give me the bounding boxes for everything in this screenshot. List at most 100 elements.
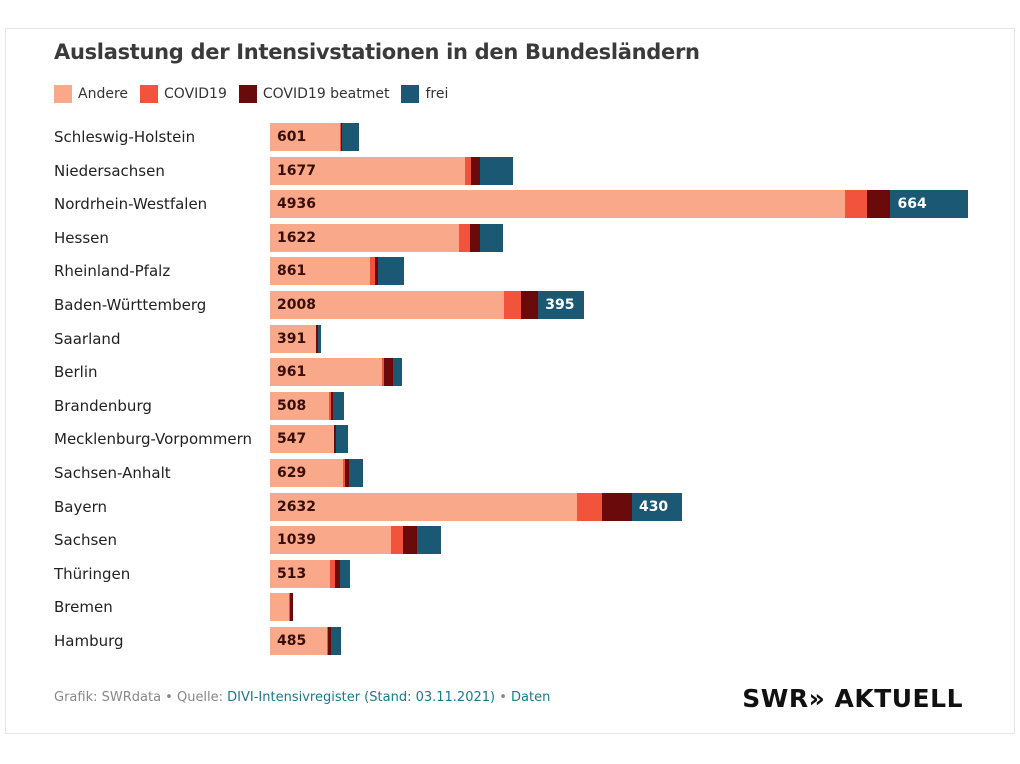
category-label: Brandenburg xyxy=(54,396,152,415)
bar-segment-covid19 xyxy=(381,358,385,387)
bar-segment-covid19-beatmet xyxy=(470,223,481,252)
data-label: 1677 xyxy=(277,162,316,179)
category-label: Nordrhein-Westfalen xyxy=(54,195,208,214)
bar-segment-covid19-beatmet xyxy=(384,358,394,387)
data-label: 1039 xyxy=(277,532,316,549)
legend-item: COVID19 beatmet xyxy=(238,85,390,103)
data-label: 1622 xyxy=(277,229,316,246)
bar-segment-andere xyxy=(270,627,327,655)
bar-segment-covid19 xyxy=(465,156,471,185)
bar-segment-covid19-beatmet xyxy=(520,291,539,319)
data-label: 861 xyxy=(277,263,307,280)
bar-segment-frei xyxy=(417,526,442,555)
legend-item: frei xyxy=(401,85,448,103)
data-label: 2008 xyxy=(277,297,316,313)
bar-segment-andere xyxy=(270,492,577,521)
bar-segment-andere xyxy=(270,156,466,185)
bar-segment-covid19 xyxy=(326,627,329,655)
bar-segment-andere xyxy=(270,123,341,151)
category-label: Niedersachsen xyxy=(54,161,165,180)
category-label: Berlin xyxy=(54,363,98,382)
bar-segment-frei xyxy=(890,190,968,219)
data-label: 513 xyxy=(277,565,307,582)
data-label: 391 xyxy=(277,330,307,347)
source-link[interactable]: DIVI-Intensivregister (Stand: 03.11.2021… xyxy=(227,690,496,705)
bar-segment-andere xyxy=(270,593,290,622)
bar-segment-covid19-beatmet xyxy=(289,593,293,622)
chart-title: Auslastung der Intensivstationen in den … xyxy=(54,40,700,64)
bar-segment-frei xyxy=(631,492,683,521)
chart-frame xyxy=(5,28,1015,734)
category-label: Baden-Württemberg xyxy=(54,296,207,314)
bar-segment-frei xyxy=(348,459,364,487)
bar-segment-andere xyxy=(270,190,846,219)
bar-segment-andere xyxy=(270,223,459,252)
swr-aktuell-logo: SWR» AKTUELL xyxy=(742,684,963,713)
bar-segment-covid19 xyxy=(503,291,521,319)
bar-segment-covid19 xyxy=(576,492,602,521)
bar-segment-andere xyxy=(270,526,392,555)
bar-segment-frei xyxy=(393,358,403,387)
bar-segment-covid19-beatmet xyxy=(340,123,343,151)
bar-segment-frei xyxy=(480,223,504,252)
bar-segment-frei xyxy=(333,391,345,420)
data-label: 664 xyxy=(897,196,927,213)
bar-segment-covid19 xyxy=(343,459,345,487)
data-label: 629 xyxy=(277,465,307,481)
bar-segment-covid19 xyxy=(370,257,375,286)
data-label: 485 xyxy=(277,633,307,649)
bar-segment-frei xyxy=(336,425,349,454)
legend-label: frei xyxy=(425,86,449,102)
category-label: Sachsen-Anhalt xyxy=(54,464,171,482)
bar-segment-andere xyxy=(270,459,344,487)
legend-label: Andere xyxy=(78,86,129,102)
bar-segment-covid19 xyxy=(458,223,471,252)
bar-segment-frei xyxy=(330,627,341,655)
footer: Grafik: SWRdata • Quelle: DIVI-Intensivr… xyxy=(54,690,550,705)
category-label: Hessen xyxy=(54,228,109,247)
category-label: Sachsen xyxy=(54,531,118,550)
bar-segment-covid19 xyxy=(340,123,341,151)
bar-segment-covid19 xyxy=(329,391,331,420)
data-label: 601 xyxy=(277,129,307,145)
bar-segment-frei xyxy=(538,291,585,319)
legend-item: Andere xyxy=(54,85,128,103)
legend-swatch xyxy=(54,85,72,103)
bar-segment-frei xyxy=(340,559,351,588)
data-link[interactable]: Daten xyxy=(511,690,551,705)
bar-segment-andere xyxy=(270,358,382,387)
bar-segment-covid19-beatmet xyxy=(330,391,334,420)
category-label: Hamburg xyxy=(54,632,124,650)
bar-segment-covid19 xyxy=(329,559,335,588)
data-label: 4936 xyxy=(277,196,316,213)
bar-segment-andere xyxy=(270,291,504,319)
bar-segment-covid19-beatmet xyxy=(601,492,632,521)
bar-segment-frei xyxy=(479,156,514,185)
category-label: Saarland xyxy=(54,329,121,348)
bar-segment-andere xyxy=(270,257,371,286)
category-label: Mecklenburg-Vorpommern xyxy=(54,430,252,449)
category-label: Bremen xyxy=(54,598,113,617)
legend-swatch xyxy=(401,85,420,103)
bar-segment-covid19-beatmet xyxy=(328,627,331,655)
category-label: Bayern xyxy=(54,497,107,516)
bar-segment-andere xyxy=(270,425,334,454)
legend-label: COVID19 beatmet xyxy=(262,86,390,102)
data-label: 961 xyxy=(277,364,307,381)
bar-segment-covid19 xyxy=(391,526,404,555)
legend-swatch xyxy=(140,85,159,103)
bar-segment-covid19 xyxy=(845,190,868,219)
bar-segment-frei xyxy=(378,257,404,286)
category-label: Rheinland-Pfalz xyxy=(54,262,171,281)
bar-segment-covid19-beatmet xyxy=(403,526,418,555)
bar-segment-covid19-beatmet xyxy=(315,324,318,353)
data-label: 2632 xyxy=(277,498,316,515)
bar-segment-frei xyxy=(342,123,359,151)
footer-credit: Grafik: SWRdata • Quelle: xyxy=(54,690,228,705)
data-label: 395 xyxy=(545,297,575,313)
category-label: Thüringen xyxy=(54,564,131,583)
footer-separator: • xyxy=(495,690,512,705)
bar-segment-covid19-beatmet xyxy=(374,257,379,286)
legend-swatch xyxy=(238,85,257,103)
category-label: Schleswig-Holstein xyxy=(54,128,196,146)
